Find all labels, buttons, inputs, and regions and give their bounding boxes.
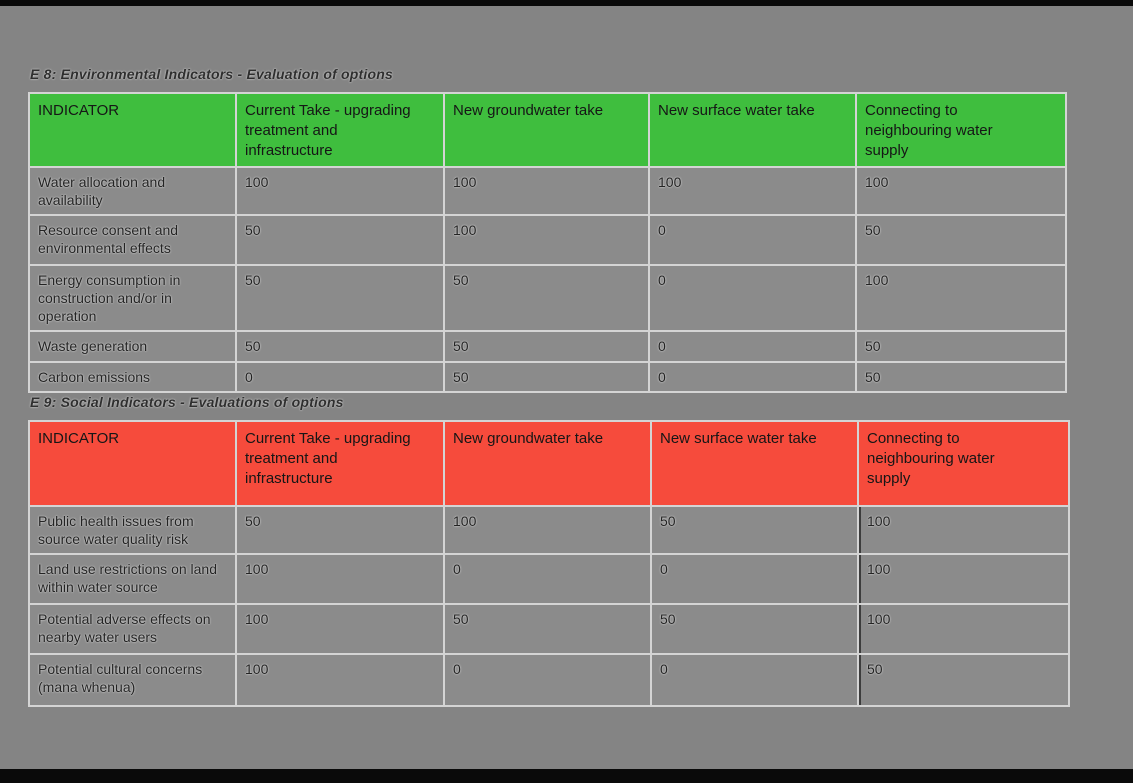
table-row: Energy consumption in construction and/o… bbox=[28, 264, 1067, 332]
value-cell: 50 bbox=[855, 361, 1067, 393]
table-row: Carbon emissions 0 50 0 50 bbox=[28, 361, 1067, 393]
value-cell: 50 bbox=[235, 505, 445, 555]
value-cell: 0 bbox=[648, 361, 857, 393]
value-cell: 0 bbox=[648, 214, 857, 266]
letterbox-bottom-bar bbox=[0, 769, 1133, 783]
value-cell: 0 bbox=[443, 553, 652, 605]
value-cell: 100 bbox=[235, 603, 445, 655]
column-header-label: New groundwater take bbox=[453, 102, 604, 119]
column-header-new-groundwater: New groundwater take bbox=[443, 92, 650, 168]
value-cell: 0 bbox=[648, 330, 857, 363]
indicator-cell: Waste generation bbox=[28, 330, 237, 363]
indicator-cell: Public health issues from source water q… bbox=[28, 505, 237, 555]
value-cell: 0 bbox=[650, 653, 859, 707]
value-cell: 100 bbox=[235, 166, 445, 216]
table-row: Waste generation 50 50 0 50 bbox=[28, 330, 1067, 363]
environmental-indicators-table: INDICATOR Current Take - upgrading treat… bbox=[28, 92, 1067, 393]
social-table-title: E 9: Social Indicators - Evaluations of … bbox=[30, 394, 344, 410]
table-row: Water allocation and availability 100 10… bbox=[28, 166, 1067, 216]
column-header-new-groundwater: New groundwater take bbox=[443, 420, 652, 507]
column-header-label: INDICATOR bbox=[38, 102, 120, 119]
column-header-label: New surface water take bbox=[660, 430, 817, 447]
indicator-cell: Land use restrictions on land within wat… bbox=[28, 553, 237, 605]
value-cell: 50 bbox=[650, 505, 859, 555]
value-cell: 50 bbox=[650, 603, 859, 655]
value-cell: 100 bbox=[443, 214, 650, 266]
column-header-label: Current Take - upgrading treatment and i… bbox=[245, 430, 411, 487]
social-header-row: INDICATOR Current Take - upgrading treat… bbox=[28, 420, 1070, 507]
column-header-connecting-supply: Connecting to neighbouring water supply bbox=[857, 420, 1070, 507]
table-row: Land use restrictions on land within wat… bbox=[28, 553, 1070, 605]
value-cell: 50 bbox=[235, 214, 445, 266]
column-header-current-take: Current Take - upgrading treatment and i… bbox=[235, 92, 445, 168]
letterbox-top-bar bbox=[0, 0, 1133, 6]
value-cell: 50 bbox=[235, 264, 445, 332]
value-cell: 50 bbox=[443, 361, 650, 393]
column-header-label: Connecting to neighbouring water supply bbox=[865, 102, 993, 159]
value-cell: 0 bbox=[650, 553, 859, 605]
column-header-current-take: Current Take - upgrading treatment and i… bbox=[235, 420, 445, 507]
column-header-label: INDICATOR bbox=[38, 430, 120, 447]
environmental-header-row: INDICATOR Current Take - upgrading treat… bbox=[28, 92, 1067, 168]
value-cell: 100 bbox=[235, 653, 445, 707]
value-cell: 50 bbox=[855, 214, 1067, 266]
value-cell: 100 bbox=[857, 505, 1070, 555]
value-cell: 100 bbox=[235, 553, 445, 605]
value-cell: 0 bbox=[443, 653, 652, 707]
value-cell: 50 bbox=[443, 264, 650, 332]
table-row: Resource consent and environmental effec… bbox=[28, 214, 1067, 266]
indicator-cell: Carbon emissions bbox=[28, 361, 237, 393]
column-header-label: Connecting to neighbouring water supply bbox=[867, 430, 995, 487]
column-header-label: Current Take - upgrading treatment and i… bbox=[245, 102, 411, 159]
table-row: Potential cultural concerns (mana whenua… bbox=[28, 653, 1070, 707]
table-row: Public health issues from source water q… bbox=[28, 505, 1070, 555]
value-cell: 100 bbox=[648, 166, 857, 216]
column-header-label: New surface water take bbox=[658, 102, 815, 119]
indicator-cell: Potential cultural concerns (mana whenua… bbox=[28, 653, 237, 707]
indicator-cell: Water allocation and availability bbox=[28, 166, 237, 216]
table-row: Potential adverse effects on nearby wate… bbox=[28, 603, 1070, 655]
column-header-connecting-supply: Connecting to neighbouring water supply bbox=[855, 92, 1067, 168]
value-cell: 0 bbox=[235, 361, 445, 393]
column-header-indicator: INDICATOR bbox=[28, 92, 237, 168]
value-cell: 100 bbox=[857, 603, 1070, 655]
environmental-table-title: E 8: Environmental Indicators - Evaluati… bbox=[30, 66, 393, 82]
value-cell: 50 bbox=[235, 330, 445, 363]
value-cell: 50 bbox=[443, 330, 650, 363]
column-header-indicator: INDICATOR bbox=[28, 420, 237, 507]
value-cell: 50 bbox=[443, 603, 652, 655]
indicator-cell: Energy consumption in construction and/o… bbox=[28, 264, 237, 332]
value-cell: 100 bbox=[443, 166, 650, 216]
column-header-new-surface-water: New surface water take bbox=[648, 92, 857, 168]
column-header-new-surface-water: New surface water take bbox=[650, 420, 859, 507]
column-header-label: New groundwater take bbox=[453, 430, 604, 447]
value-cell: 50 bbox=[855, 330, 1067, 363]
value-cell: 100 bbox=[443, 505, 652, 555]
social-indicators-table: INDICATOR Current Take - upgrading treat… bbox=[28, 420, 1070, 707]
indicator-cell: Potential adverse effects on nearby wate… bbox=[28, 603, 237, 655]
value-cell: 100 bbox=[855, 264, 1067, 332]
value-cell: 100 bbox=[855, 166, 1067, 216]
value-cell: 100 bbox=[857, 553, 1070, 605]
value-cell: 50 bbox=[857, 653, 1070, 707]
value-cell: 0 bbox=[648, 264, 857, 332]
indicator-cell: Resource consent and environmental effec… bbox=[28, 214, 237, 266]
